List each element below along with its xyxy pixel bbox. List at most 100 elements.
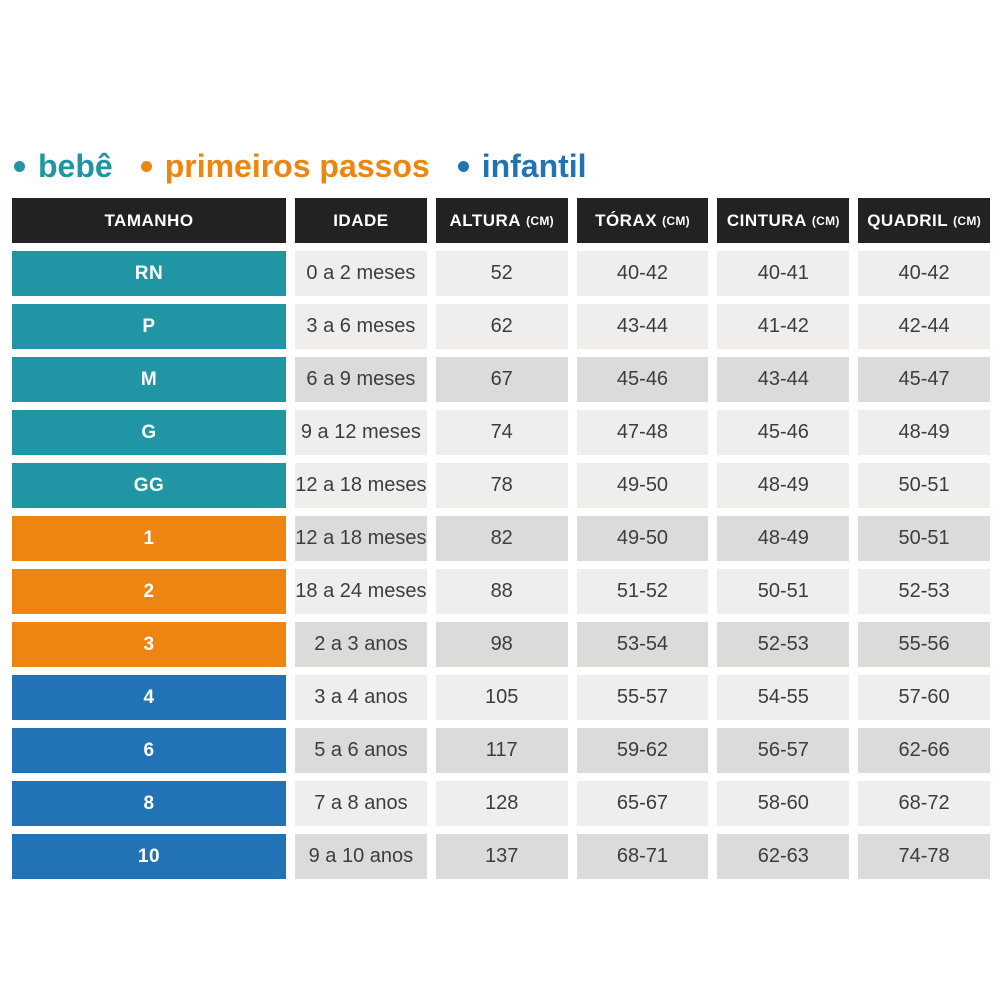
chest-cell: 40-42 — [576, 251, 709, 296]
height-cell: 52 — [435, 251, 568, 296]
height-cell: 82 — [435, 516, 568, 561]
waist-cell: 56-57 — [717, 728, 850, 773]
age-cell: 5 a 6 anos — [295, 728, 427, 773]
legend-label-primeiros-passos: primeiros passos — [164, 148, 430, 184]
column-header-idade: IDADE — [295, 198, 427, 243]
age-cell: 2 a 3 anos — [295, 622, 427, 667]
column-header-tamanho: TAMANHO — [12, 198, 286, 243]
hip-cell: 55-56 — [858, 622, 990, 667]
age-cell: 9 a 10 anos — [295, 834, 427, 879]
chest-cell: 43-44 — [576, 304, 709, 349]
waist-cell: 45-46 — [717, 410, 850, 455]
height-cell: 128 — [435, 781, 568, 826]
chest-cell: 47-48 — [576, 410, 709, 455]
waist-cell: 50-51 — [717, 569, 850, 614]
column-header-unit: (CM) — [662, 213, 690, 228]
hip-cell: 50-51 — [858, 463, 990, 508]
height-cell: 67 — [435, 357, 568, 402]
waist-cell: 48-49 — [717, 463, 850, 508]
hip-cell: 42-44 — [858, 304, 990, 349]
age-cell: 0 a 2 meses — [295, 251, 427, 296]
column-header-label: QUADRIL — [867, 210, 949, 230]
legend: bebê primeiros passos infantil — [14, 148, 990, 184]
column-header-unit: (CM) — [526, 213, 554, 228]
age-cell: 9 a 12 meses — [295, 410, 427, 455]
size-cell: GG — [12, 463, 286, 508]
chest-cell: 59-62 — [576, 728, 709, 773]
legend-label-infantil: infantil — [481, 148, 587, 184]
size-chart-table: TAMANHO IDADE ALTURA (CM) TÓRAX (CM) CIN… — [12, 198, 990, 879]
column-header-label: TAMANHO — [104, 210, 194, 230]
hip-cell: 52-53 — [858, 569, 990, 614]
height-cell: 117 — [435, 728, 568, 773]
age-cell: 6 a 9 meses — [295, 357, 427, 402]
height-cell: 88 — [435, 569, 568, 614]
hip-cell: 40-42 — [858, 251, 990, 296]
page: bebê primeiros passos infantil TAMANHO I… — [12, 148, 990, 879]
size-cell: 2 — [12, 569, 286, 614]
size-cell: 4 — [12, 675, 286, 720]
size-cell: P — [12, 304, 286, 349]
bullet-icon — [457, 160, 469, 172]
waist-cell: 48-49 — [717, 516, 850, 561]
column-header-unit: (CM) — [953, 213, 981, 228]
column-header-cintura: CINTURA (CM) — [717, 198, 850, 243]
size-cell: 6 — [12, 728, 286, 773]
chest-cell: 51-52 — [576, 569, 709, 614]
size-cell: 3 — [12, 622, 286, 667]
age-cell: 18 a 24 meses — [295, 569, 427, 614]
bullet-icon — [140, 160, 152, 172]
age-cell: 3 a 6 meses — [295, 304, 427, 349]
size-cell: 1 — [12, 516, 286, 561]
chest-cell: 53-54 — [576, 622, 709, 667]
chest-cell: 55-57 — [576, 675, 709, 720]
column-header-label: TÓRAX — [595, 210, 658, 230]
hip-cell: 74-78 — [858, 834, 990, 879]
hip-cell: 48-49 — [858, 410, 990, 455]
hip-cell: 68-72 — [858, 781, 990, 826]
size-cell: G — [12, 410, 286, 455]
waist-cell: 62-63 — [717, 834, 850, 879]
height-cell: 62 — [435, 304, 568, 349]
column-header-quadril: QUADRIL (CM) — [858, 198, 990, 243]
chest-cell: 49-50 — [576, 516, 709, 561]
hip-cell: 45-47 — [858, 357, 990, 402]
hip-cell: 62-66 — [858, 728, 990, 773]
age-cell: 7 a 8 anos — [295, 781, 427, 826]
waist-cell: 58-60 — [717, 781, 850, 826]
legend-label-bebe: bebê — [38, 148, 113, 184]
hip-cell: 57-60 — [858, 675, 990, 720]
column-header-label: ALTURA — [449, 210, 522, 230]
column-header-torax: TÓRAX (CM) — [576, 198, 709, 243]
column-header-unit: (CM) — [811, 213, 840, 228]
size-cell: 10 — [12, 834, 286, 879]
height-cell: 74 — [435, 410, 568, 455]
chest-cell: 45-46 — [576, 357, 709, 402]
waist-cell: 52-53 — [717, 622, 850, 667]
size-cell: M — [12, 357, 286, 402]
age-cell: 12 a 18 meses — [295, 516, 427, 561]
chest-cell: 65-67 — [576, 781, 709, 826]
hip-cell: 50-51 — [858, 516, 990, 561]
height-cell: 137 — [435, 834, 568, 879]
age-cell: 12 a 18 meses — [295, 463, 427, 508]
waist-cell: 43-44 — [717, 357, 850, 402]
chest-cell: 49-50 — [576, 463, 709, 508]
size-cell: RN — [12, 251, 286, 296]
legend-item-primeiros-passos: primeiros passos — [140, 148, 430, 184]
height-cell: 78 — [435, 463, 568, 508]
height-cell: 98 — [435, 622, 568, 667]
waist-cell: 41-42 — [717, 304, 850, 349]
age-cell: 3 a 4 anos — [295, 675, 427, 720]
waist-cell: 40-41 — [717, 251, 850, 296]
size-cell: 8 — [12, 781, 286, 826]
waist-cell: 54-55 — [717, 675, 850, 720]
legend-item-infantil: infantil — [457, 148, 587, 184]
column-header-label: IDADE — [333, 210, 389, 230]
bullet-icon — [14, 160, 25, 172]
column-header-altura: ALTURA (CM) — [435, 198, 568, 243]
chest-cell: 68-71 — [576, 834, 709, 879]
column-header-label: CINTURA — [726, 210, 807, 230]
legend-item-bebe: bebê — [14, 148, 113, 184]
height-cell: 105 — [435, 675, 568, 720]
